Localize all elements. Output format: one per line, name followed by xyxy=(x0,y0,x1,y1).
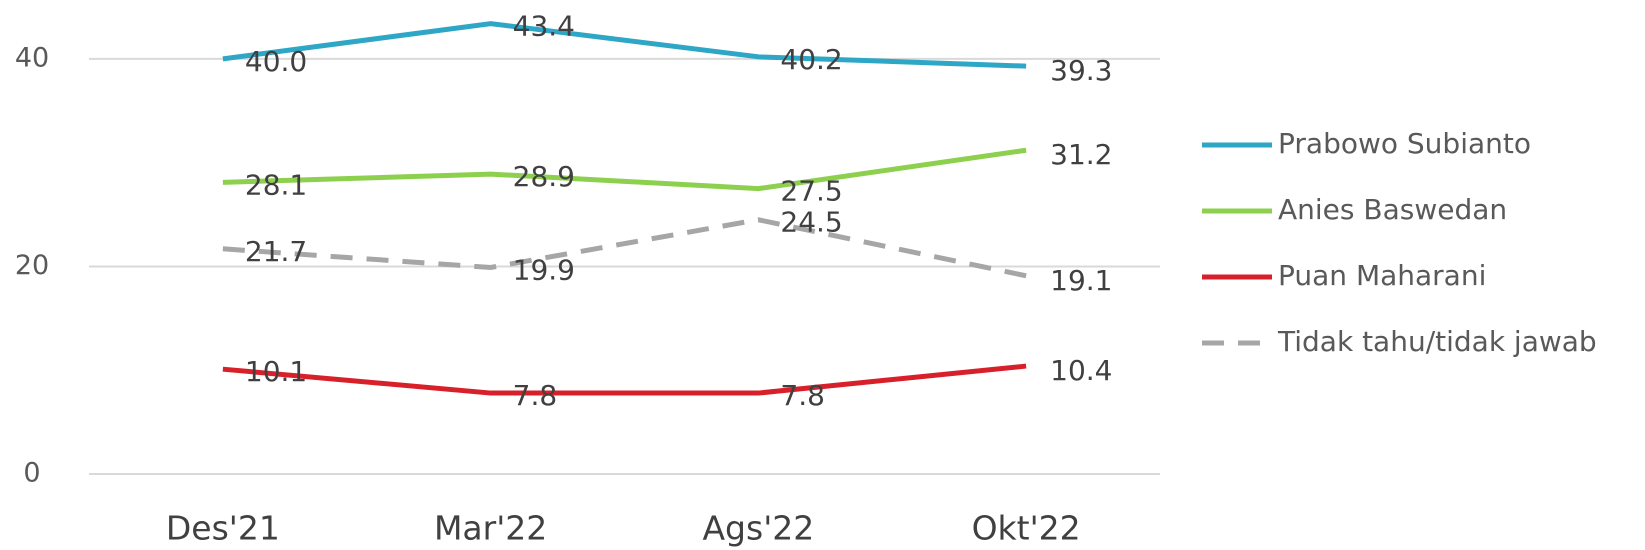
legend-label: Tidak tahu/tidak jawab xyxy=(1277,325,1597,358)
data-label: 19.9 xyxy=(513,253,575,286)
x-tick-label: Des'21 xyxy=(166,509,280,548)
data-label: 7.8 xyxy=(513,379,558,412)
data-label: 31.2 xyxy=(1050,138,1112,171)
x-tick-label: Okt'22 xyxy=(972,509,1081,548)
x-tick-label: Ags'22 xyxy=(702,509,814,548)
data-label: 19.1 xyxy=(1050,264,1112,297)
line xyxy=(222,217,1027,279)
legend-label: Prabowo Subianto xyxy=(1278,127,1531,160)
line xyxy=(222,21,1027,69)
data-label: 40.0 xyxy=(245,45,307,78)
y-tick-label: 20 xyxy=(15,250,49,281)
y-tick-label: 40 xyxy=(15,42,49,73)
data-label: 27.5 xyxy=(780,175,842,208)
x-tick-label: Mar'22 xyxy=(434,509,547,548)
data-label: 7.8 xyxy=(780,379,825,412)
line xyxy=(222,363,1027,396)
data-label: 21.7 xyxy=(245,235,307,268)
legend-label: Puan Maharani xyxy=(1278,259,1486,292)
data-label: 24.5 xyxy=(780,206,842,239)
line xyxy=(222,147,1027,192)
data-label: 10.1 xyxy=(245,355,307,388)
data-label: 28.9 xyxy=(513,160,575,193)
data-label: 43.4 xyxy=(513,10,575,43)
data-label: 40.2 xyxy=(780,43,842,76)
data-label: 28.1 xyxy=(245,168,307,201)
y-tick-label: 0 xyxy=(23,458,40,489)
data-label: 10.4 xyxy=(1050,354,1112,387)
data-label: 39.3 xyxy=(1050,54,1112,87)
legend-label: Anies Baswedan xyxy=(1278,193,1507,226)
